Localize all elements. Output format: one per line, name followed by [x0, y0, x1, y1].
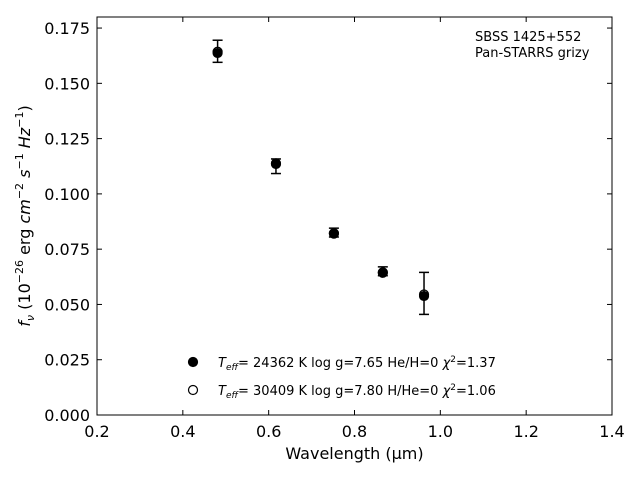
legend-label: Teff= 30409 K log g=7.80 H/He=0 χ2=1.06 — [218, 383, 496, 401]
legend-label: Teff= 24362 K log g=7.65 He/H=0 χ2=1.37 — [218, 355, 496, 373]
ylabel-exp: −1 — [13, 112, 26, 128]
x-axis-label: Wavelength (μm) — [285, 444, 423, 463]
legend-chi: χ — [442, 384, 452, 399]
legend-marker-filled — [187, 356, 199, 368]
x-tick-label: 0.8 — [342, 422, 367, 441]
legend-marker-open — [187, 384, 199, 396]
ylabel-exp: −26 — [13, 260, 26, 283]
legend-chi: χ — [442, 356, 452, 371]
x-tick-label: 1.2 — [513, 422, 538, 441]
error-bars — [212, 39, 430, 316]
open-model-point — [377, 267, 388, 278]
legend: Teff= 24362 K log g=7.65 He/H=0 χ2=1.37T… — [187, 355, 496, 401]
y-tick-label: 0.125 — [44, 130, 90, 149]
legend-chi-value: =1.37 — [456, 356, 496, 371]
y-tick-label: 0.025 — [44, 351, 90, 370]
data-markers — [212, 46, 430, 302]
legend-teff-T: T — [218, 356, 227, 371]
ylabel-part: (10 — [15, 283, 34, 315]
y-axis-ticks: 0.000 0.025 0.050 0.075 0.100 0.125 0.150 0.175 — [44, 19, 612, 425]
annotation-survey-name: Pan-STARRS grizy — [475, 46, 590, 61]
ylabel-hz: Hz — [15, 127, 34, 148]
open-model-point — [418, 289, 430, 300]
y-tick-label: 0.000 — [44, 406, 90, 425]
y-tick-label: 0.175 — [44, 19, 90, 38]
x-tick-label: 0.2 — [84, 422, 109, 441]
y-tick-label: 0.150 — [44, 74, 90, 93]
ylabel-exp: −2 — [13, 183, 26, 199]
x-tick-label: 0.4 — [170, 422, 195, 441]
ylabel-part: ) — [15, 105, 34, 111]
y-tick-label: 0.075 — [44, 240, 90, 259]
legend-chi-exp: 2 — [450, 355, 456, 365]
legend-params: = 24362 K log g=7.65 He/H=0 — [238, 356, 443, 371]
x-tick-label: 1.4 — [599, 422, 624, 441]
y-tick-label: 0.100 — [44, 185, 90, 204]
x-tick-label: 0.6 — [256, 422, 281, 441]
ylabel-s: s — [15, 170, 34, 178]
y-tick-label: 0.050 — [44, 295, 90, 314]
legend-chi-exp: 2 — [450, 383, 456, 393]
legend-params: = 30409 K log g=7.80 H/He=0 — [238, 384, 443, 399]
open-model-point — [212, 46, 223, 57]
open-model-point — [270, 158, 282, 169]
x-tick-label: 1.0 — [428, 422, 453, 441]
y-axis-label: fν (10−26 erg cm−2 s−1 Hz−1) — [13, 105, 37, 326]
ylabel-nu: ν — [24, 315, 37, 321]
ylabel-exp: −1 — [13, 153, 26, 169]
ylabel-cm: cm — [15, 199, 34, 223]
ylabel-f: f — [15, 319, 34, 327]
legend-teff-sub: eff — [226, 391, 240, 401]
x-axis-ticks: 0.2 0.4 0.6 0.8 1.0 1.2 1.4 — [84, 17, 625, 441]
legend-teff-sub: eff — [226, 363, 240, 373]
legend-chi-value: =1.06 — [456, 384, 496, 399]
annotation-object-name: SBSS 1425+552 — [475, 30, 581, 45]
ylabel-part: erg — [15, 224, 34, 260]
open-model-point — [328, 228, 339, 239]
legend-teff-T: T — [218, 384, 227, 399]
